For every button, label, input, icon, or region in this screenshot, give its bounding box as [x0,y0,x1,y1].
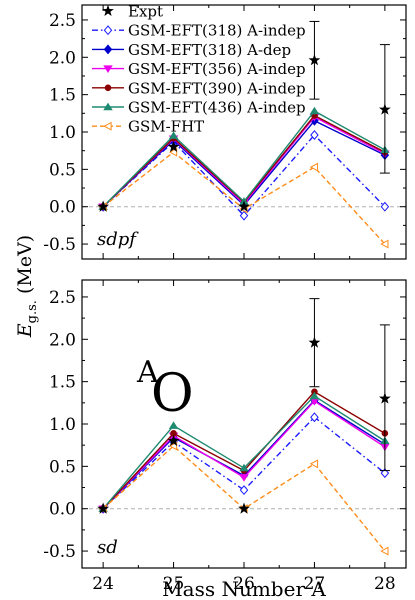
series-line [102,445,386,552]
data-point [168,131,179,139]
y-tick-label: 2.5 [49,288,76,308]
expt-point [167,434,180,446]
legend-item: GSM-EFT(390) A-indep [92,79,306,97]
y-tick-label: 1.0 [49,123,76,143]
annotation: O [151,364,194,424]
plot-frame [81,4,407,260]
y-tick-label: 1.0 [49,415,76,435]
legend-item: GSM-EFT(318) A-indep [92,22,306,40]
x-tick-label: 26 [233,574,255,594]
y-axis-title-unit: (MeV) [14,235,36,300]
data-point [310,412,319,423]
y-tick-label: 0.5 [49,457,76,477]
y-tick-label: 1.5 [49,86,76,106]
legend-marker [102,4,114,17]
y-tick-label: -0.5 [43,235,76,255]
x-tick-label: 28 [374,574,396,594]
y-tick-label: 1.5 [49,373,76,393]
series-line [102,133,386,217]
legend-marker [103,44,113,55]
y-tick-label: 0.5 [49,160,76,180]
x-tick-label: 24 [92,574,114,594]
legend-marker [104,84,112,92]
legend-label: Expt [128,3,163,21]
legend-marker [103,121,112,131]
series-line [102,416,386,510]
data-point [239,485,249,496]
expt-point [238,200,250,212]
y-tick-label: -0.5 [43,542,76,562]
data-point [380,239,389,249]
expt-point [378,392,391,404]
data-point [309,459,319,469]
y-tick-label: 2.0 [49,330,76,350]
expt-point [97,502,110,514]
annotation-superscript: A [136,355,159,390]
x-axis-label: Mass Number A [162,577,326,600]
legend-label: GSM-EFT(390) A-indep [128,79,306,97]
legend-label: GSM-EFT(436) A-indep [128,99,306,117]
x-tick-label: 25 [163,574,185,594]
legend-label: GSM-EFT(356) A-indep [128,60,306,78]
y-axis-title-sub: g.s. [25,300,40,323]
legend-item: GSM-EFT(318) A-dep [92,41,291,59]
x-tick-label: 27 [304,574,326,594]
legend-item: GSM-FHT [92,118,204,136]
panel-label: sdpf [97,229,139,250]
legend-marker [103,102,113,111]
expt-point [308,336,321,348]
y-axis-title: Eg.s. (MeV) [14,235,40,338]
panel-sd: -0.5 0.0 0.5 1.0 1.5 2.0 2.5 24 25 26 27 28 sd AO [43,279,407,594]
panel-sdpf: -0.50.00.51.01.52.02.5sdpfExptGSM-EFT(31… [43,3,407,260]
data-point [380,546,389,556]
y-tick-label: 2.0 [49,48,76,68]
legend-label: GSM-EFT(318) A-dep [128,41,291,59]
legend-item: GSM-EFT(356) A-indep [92,60,306,78]
legend-item: GSM-EFT(436) A-indep [92,99,306,117]
expt-point [97,200,110,212]
y-tick-label: 2.5 [49,11,76,31]
plot-frame [81,279,407,569]
data-point [239,474,249,482]
y-tick-label: 0.0 [49,198,76,218]
expt-point [238,502,250,514]
data-point [309,391,320,400]
data-point [309,162,319,172]
expt-point [378,103,391,115]
data-point [239,463,249,472]
legend-marker [103,25,113,36]
y-axis-title-main: E [14,323,36,338]
y-axis-label: Eg.s. (MeV) [14,235,40,338]
y-tick-label: 0.0 [49,500,76,520]
legend-item: Expt [102,3,163,21]
data-point [309,106,320,115]
data-point [239,210,249,221]
x-axis-title: Mass Number A [162,577,326,600]
expt-point [167,140,180,152]
data-point [168,421,179,429]
data-point [310,130,319,140]
legend-label: GSM-EFT(318) A-indep [128,22,306,40]
legend-marker [103,65,113,73]
expt-point [308,54,321,66]
legend-label: GSM-FHT [128,118,204,136]
panel-label: sd [97,537,118,558]
data-point [380,201,390,212]
